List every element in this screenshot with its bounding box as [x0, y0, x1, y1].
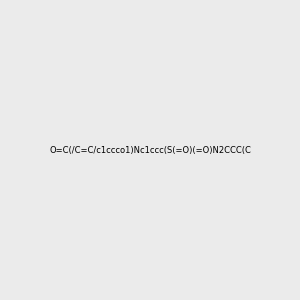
- Text: O=C(/C=C/c1ccco1)Nc1ccc(S(=O)(=O)N2CCC(C: O=C(/C=C/c1ccco1)Nc1ccc(S(=O)(=O)N2CCC(C: [49, 146, 251, 154]
